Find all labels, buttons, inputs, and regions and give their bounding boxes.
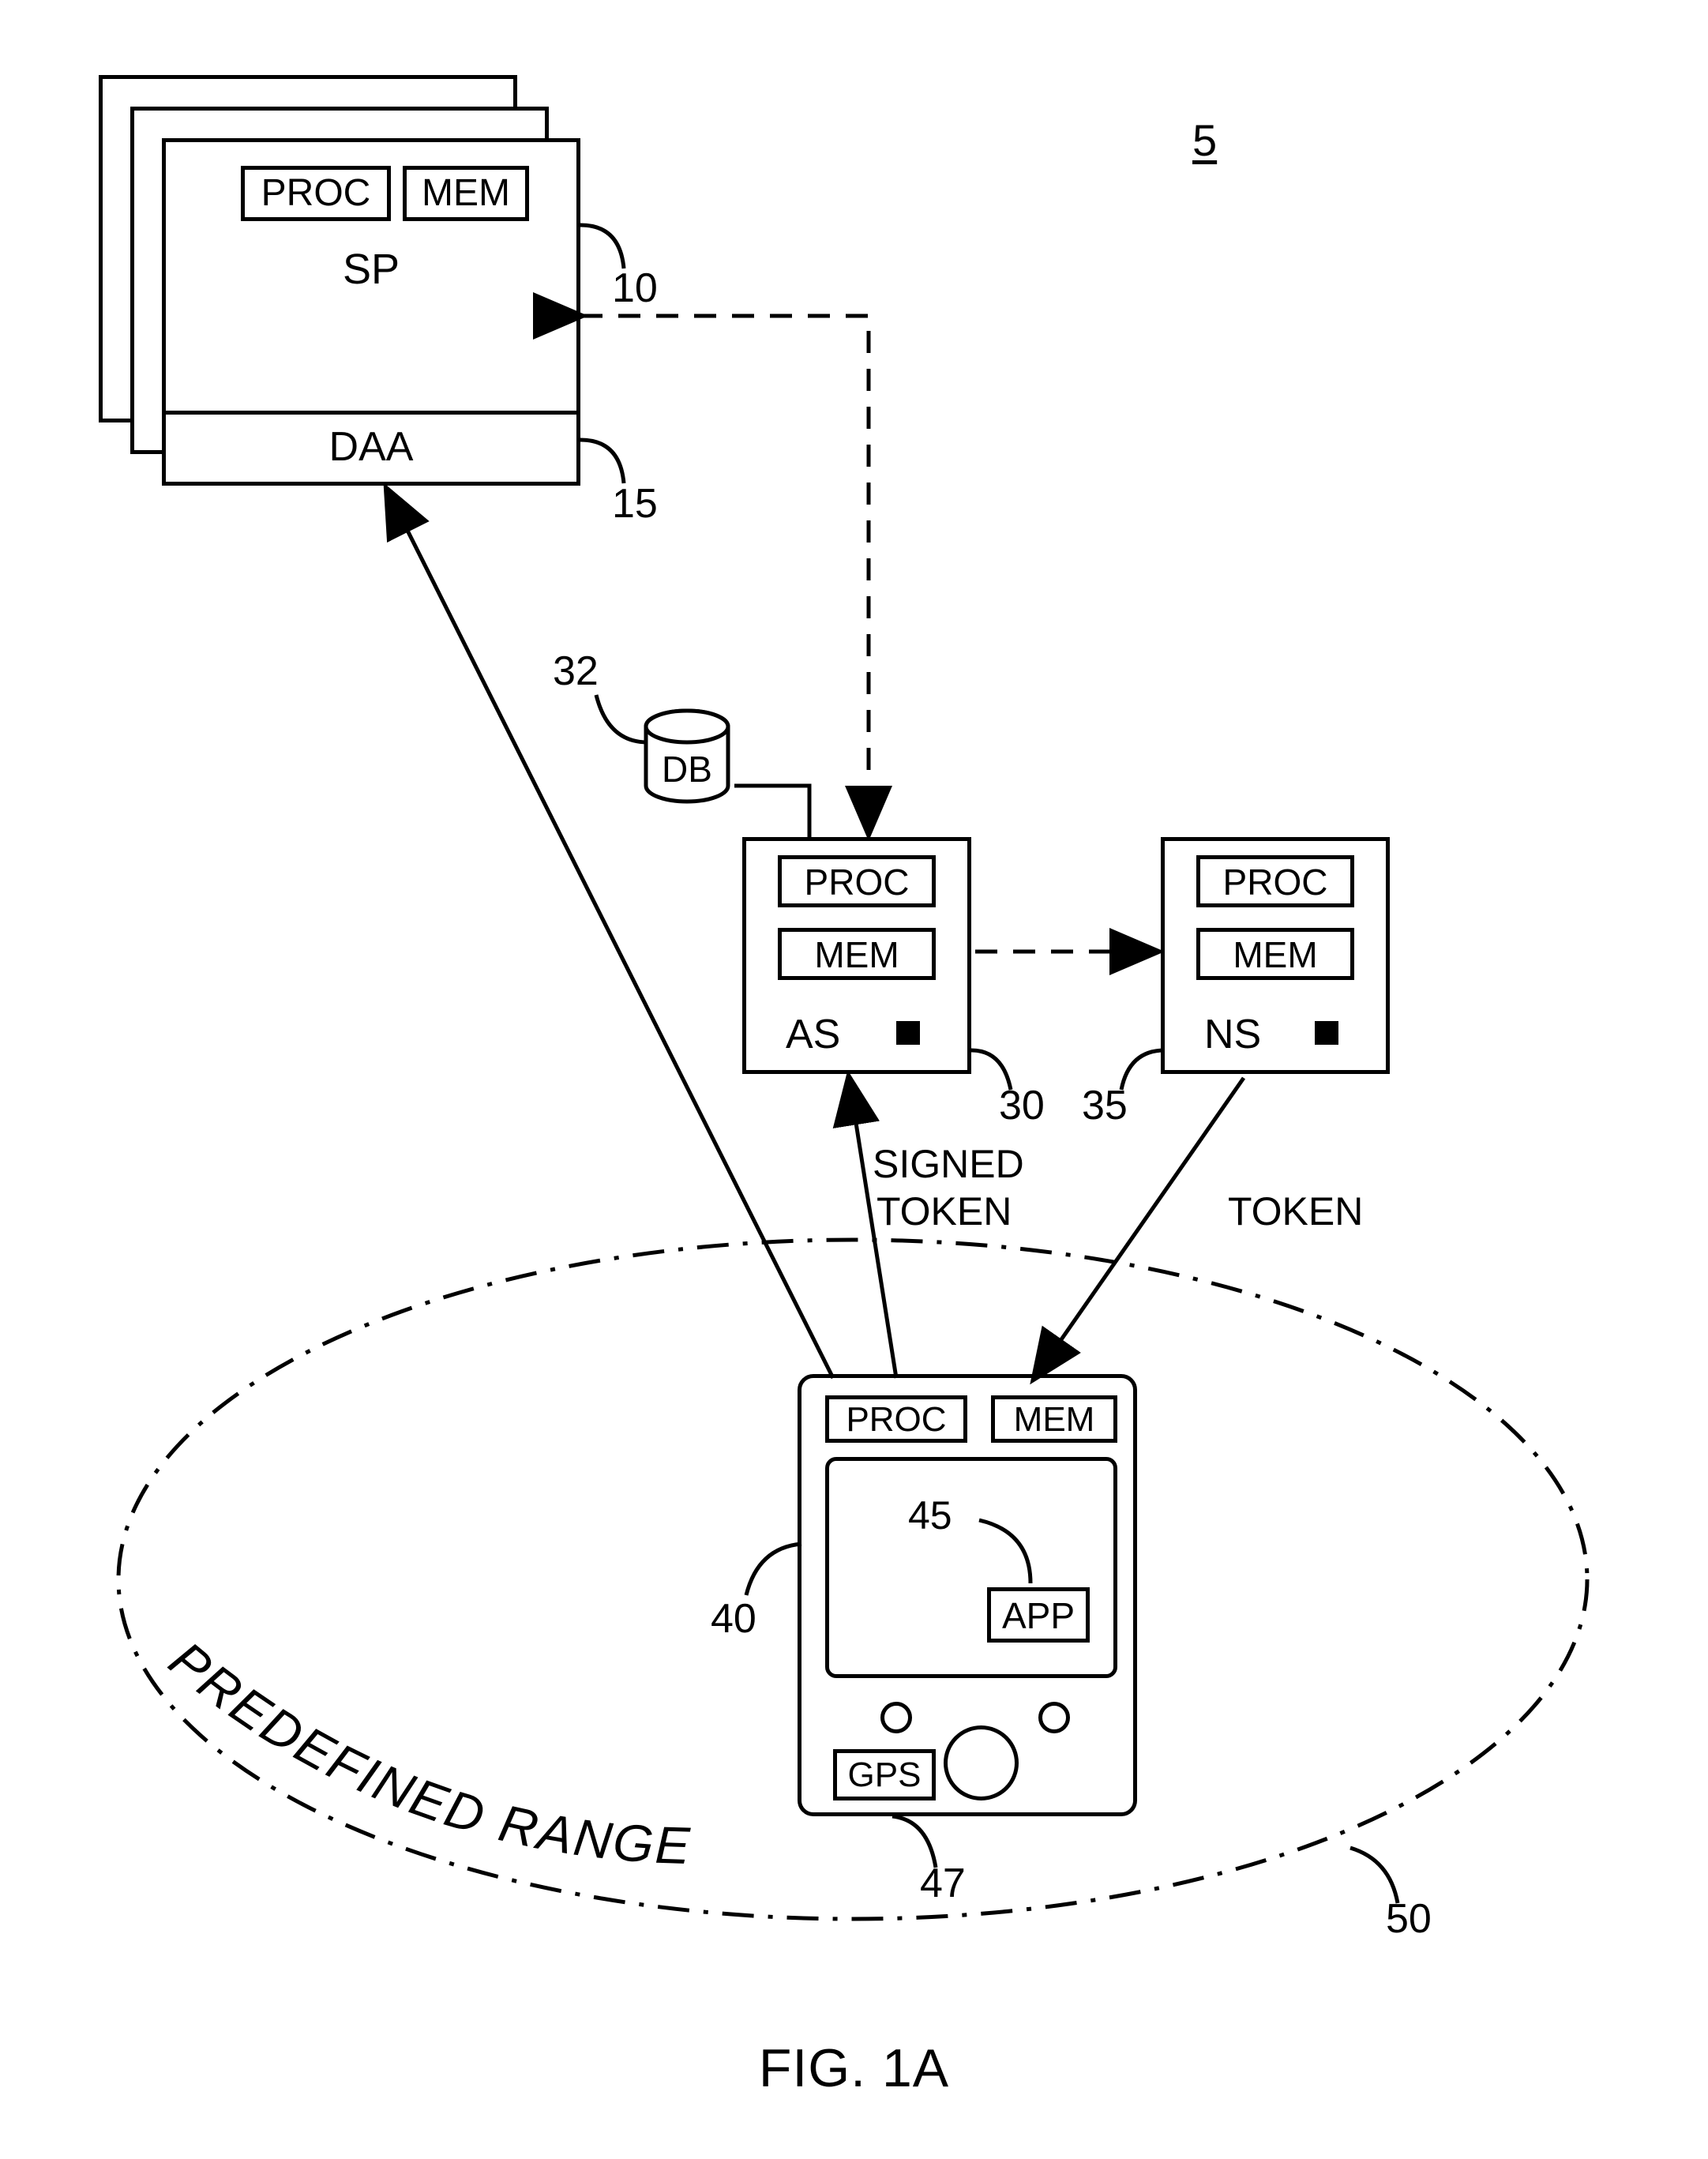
figure-title: FIG. 1A xyxy=(0,2037,1708,2099)
device-mem: MEM xyxy=(991,1395,1117,1443)
ref-32: 32 xyxy=(553,648,599,695)
as-mem: MEM xyxy=(778,928,936,980)
ref-30: 30 xyxy=(999,1082,1045,1129)
sp-mem-label: MEM xyxy=(422,172,510,214)
leader-45 xyxy=(971,1508,1066,1587)
sp-mem-box: MEM xyxy=(403,166,529,221)
token-label: TOKEN xyxy=(1228,1188,1363,1234)
ref-50: 50 xyxy=(1386,1895,1432,1943)
predefined-range-label-svg: PREDEFINED RANGE xyxy=(142,1635,853,1895)
ref-40: 40 xyxy=(711,1595,756,1643)
ns-label: NS xyxy=(1204,1011,1261,1058)
ref-47: 47 xyxy=(920,1860,966,1907)
sp-daa-strip: DAA xyxy=(166,411,576,482)
as-label: AS xyxy=(786,1011,840,1058)
sp-proc-label: PROC xyxy=(261,172,371,214)
device-btn-left xyxy=(880,1702,912,1733)
gps-box: GPS xyxy=(833,1749,936,1800)
device-body: PROC MEM APP GPS xyxy=(798,1374,1137,1816)
ref-35: 35 xyxy=(1082,1082,1128,1129)
signed-label-1: SIGNED xyxy=(873,1141,1024,1187)
as-proc: PROC xyxy=(778,855,936,907)
ref-45: 45 xyxy=(908,1493,952,1538)
svg-text:PREDEFINED RANGE: PREDEFINED RANGE xyxy=(159,1635,693,1875)
predefined-range-label: PREDEFINED RANGE xyxy=(159,1635,693,1875)
fig-ref-5: 5 xyxy=(1192,115,1217,166)
ns-proc: PROC xyxy=(1196,855,1354,907)
sp-daa-label: DAA xyxy=(329,424,414,470)
ref-15: 15 xyxy=(612,480,658,528)
as-square-icon xyxy=(896,1021,920,1045)
sp-front: PROC MEM SP DAA xyxy=(162,138,580,486)
device-proc: PROC xyxy=(825,1395,967,1443)
signed-label-2: TOKEN xyxy=(877,1188,1012,1234)
device-btn-right xyxy=(1038,1702,1070,1733)
app-box: APP xyxy=(987,1587,1090,1643)
ns-mem: MEM xyxy=(1196,928,1354,980)
ref-10: 10 xyxy=(612,265,658,312)
as-box: PROC MEM AS xyxy=(742,837,971,1074)
figure-canvas: 5 PROC MEM SP DAA 10 15 DB 32 xyxy=(0,0,1708,2159)
sp-label: SP xyxy=(166,245,576,294)
device-home-btn xyxy=(944,1725,1019,1800)
leader-32 xyxy=(584,687,663,750)
sp-proc-box: PROC xyxy=(241,166,391,221)
db-label: DB xyxy=(662,748,712,790)
ns-square-icon xyxy=(1315,1021,1338,1045)
ns-box: PROC MEM NS xyxy=(1161,837,1390,1074)
